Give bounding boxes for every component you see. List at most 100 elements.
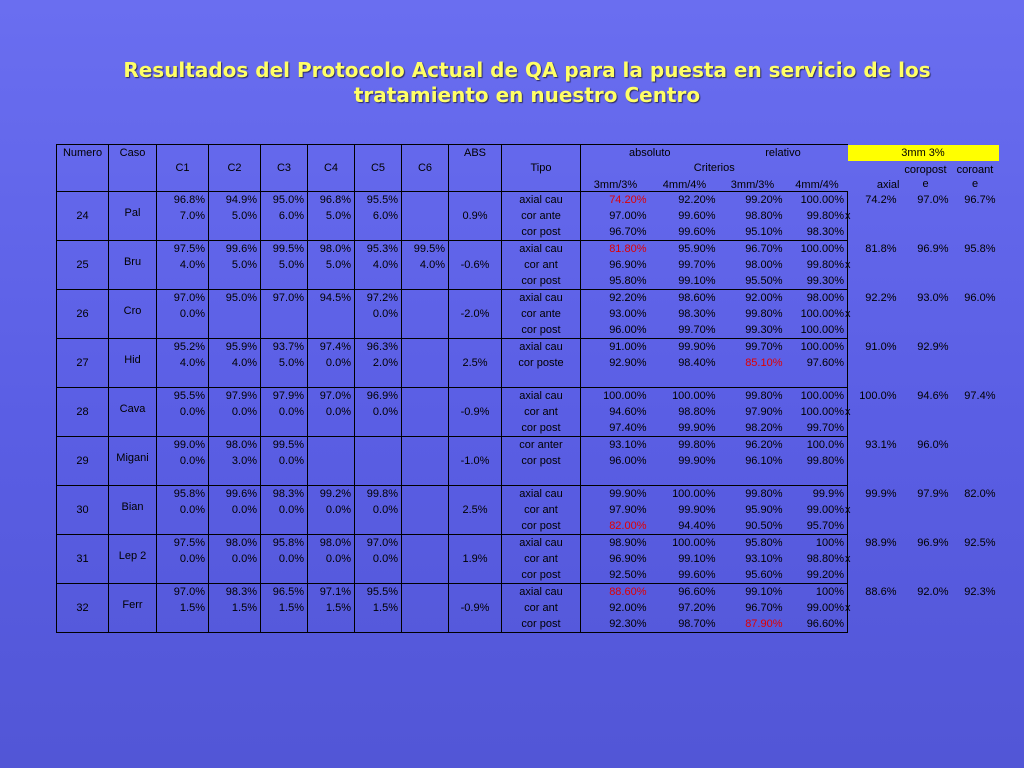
header-3mm-space: axial coropost e coroant e (848, 161, 999, 192)
c3-value: 0.0% (260, 502, 308, 518)
c1-value (156, 420, 209, 437)
x-mark: x (845, 553, 851, 565)
case-number: 24 (56, 191, 109, 241)
table-row: 27 Hid 95.2% 95.9% 93.7% 97.4% 96.3% 2.5% axial … (56, 338, 999, 388)
criteria-value: 93.10% (745, 553, 783, 565)
mm3-value (848, 420, 900, 437)
mm3-value (900, 616, 952, 633)
criteria-value: 99.80% (785, 453, 848, 469)
c5-value (354, 616, 402, 633)
c5-value (354, 371, 402, 388)
mm3-value: 98.9% (865, 536, 897, 549)
table-row: cor post 97.40% 99.90% 98.20% 99.70% (57, 420, 999, 437)
c2-value (208, 518, 261, 535)
c1-value: 96.8% (156, 191, 209, 208)
table-row (57, 371, 999, 388)
criteria-value: 100.00% (649, 485, 719, 502)
mm3-value: 92.5% (964, 536, 996, 549)
criteria-value: 95.80% (718, 534, 786, 551)
c6-value (401, 191, 449, 208)
criteria-value: 100.00% x (785, 306, 851, 322)
criteria-value: 97.20% (678, 602, 716, 614)
criteria-value (719, 371, 786, 388)
criteria-value: 98.30% (678, 308, 716, 320)
c2-value: 98.0% (208, 534, 261, 551)
abs-value: 1.9% (448, 534, 502, 584)
case-number: 26 (56, 289, 109, 339)
criteria-value: 92.30% (580, 616, 650, 633)
tipo-label: cor ant (501, 502, 581, 518)
c5-value: 97.2% (354, 289, 402, 306)
c2-value (208, 224, 261, 241)
criteria-value: 98.80% (678, 406, 716, 418)
x-mark: x (845, 259, 851, 271)
criteria-label: 3mm/3% (593, 179, 638, 191)
c5-value (354, 322, 402, 339)
c4-value: 5.0% (307, 257, 355, 273)
table-row: 0.0% 0.0% cor ante 93.00% 98.30% 99.80% 100.00… (57, 306, 999, 322)
c6-value (401, 600, 449, 616)
header-caso-box (108, 161, 157, 192)
tipo-label (501, 371, 581, 388)
c4-value: 97.1% (307, 583, 355, 600)
x-mark: x (845, 308, 851, 320)
case-name: Bian (108, 485, 157, 535)
c3-value: 95.8% (260, 534, 308, 551)
criteria-value: 99.30% (745, 324, 783, 336)
table-row: cor post 95.80% 99.10% 95.50% 99.30% (57, 273, 999, 290)
mm3-value: 97.4% (964, 389, 996, 402)
criterios-label: Criterios (693, 162, 735, 174)
table-row: cor post 92.30% 98.70% 87.90% 96.60% (57, 616, 999, 633)
mm3-value (900, 306, 952, 322)
mm3-value: 82.0% (964, 487, 996, 500)
c1-value: 0.0% (156, 404, 209, 420)
c3-value (260, 616, 308, 633)
header-3mm: 3mm 3% (847, 144, 999, 161)
c6-value (401, 453, 449, 469)
mm3-value (900, 453, 952, 469)
mm3-value (900, 273, 952, 290)
c4-value: 0.0% (307, 502, 355, 518)
c2-value: 0.0% (208, 502, 261, 518)
title-line-2: tratamiento en nuestro Centro (353, 83, 701, 107)
c2-value (208, 371, 261, 388)
criteria-value: 98.80% (745, 210, 783, 222)
table-row: 0.0% 0.0% 0.0% 0.0% 0.0% cor ant 96.90% 99.10% 9… (57, 551, 999, 567)
criteria-value: 100% (785, 534, 848, 551)
c2-value: 0.0% (208, 404, 261, 420)
mm3-value (848, 600, 900, 616)
criteria-value: 98.00% (745, 259, 783, 271)
c4-value: 98.0% (307, 534, 355, 551)
mm3-value (952, 371, 999, 388)
criteria-value: 99.10% (718, 583, 786, 600)
criteria-value: 74.20% (580, 191, 650, 208)
c5-value: 95.5% (354, 191, 402, 208)
criteria-value: 99.80% (718, 387, 786, 404)
mm3-value (952, 355, 999, 371)
c6-value (401, 224, 449, 241)
page-title: Resultados del Protocolo Actual de QA pa… (60, 58, 994, 108)
abs-value: -0.9% (448, 387, 502, 437)
c2-value (208, 469, 261, 486)
tipo-label: cor ant (501, 404, 581, 420)
mm3-value (952, 339, 999, 356)
c1-value (156, 469, 209, 486)
c6-value (401, 404, 449, 420)
c1-value: 95.8% (156, 485, 209, 502)
c6-value (401, 502, 449, 518)
abs-value: -2.0% (448, 289, 502, 339)
criteria-value: 99.90% (678, 422, 716, 434)
table-row: 0.0% 0.0% 0.0% 0.0% 0.0% cor ant 94.60% 98.80% 9… (57, 404, 999, 420)
c2-value: 5.0% (208, 208, 261, 224)
c2-value: 1.5% (208, 600, 261, 616)
criteria-value: 99.80% (649, 436, 719, 453)
c1-value: 95.5% (156, 387, 209, 404)
c5-value: 95.5% (354, 583, 402, 600)
tipo-label: axial cau (501, 240, 581, 257)
c6-value (401, 518, 449, 535)
criteria-value: 99.80% x (785, 208, 851, 224)
mm3-value (900, 502, 952, 518)
tipo-label: cor poste (501, 355, 581, 371)
c4-value: 99.2% (307, 485, 355, 502)
c6-value: 99.5% (401, 240, 449, 257)
